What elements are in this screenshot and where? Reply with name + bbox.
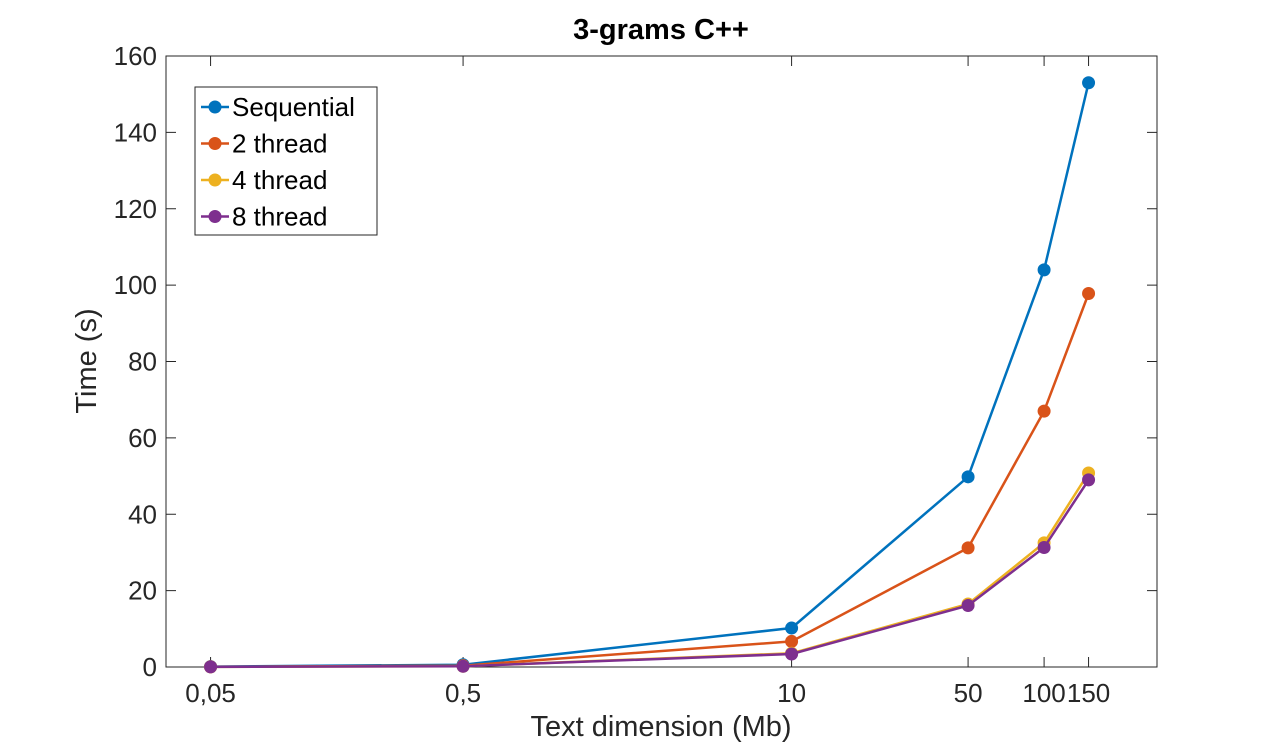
data-point (961, 541, 975, 555)
legend-box (194, 86, 378, 236)
x-tick-label: 50 (954, 678, 983, 708)
y-tick-label: 120 (114, 194, 157, 224)
legend-label: 8 thread (232, 202, 327, 232)
series-line (210, 479, 1090, 669)
x-axis-tick-labels: 0,05 0,5 10 50 100 150 (185, 678, 1110, 708)
x-tick-label: 100 (1022, 678, 1065, 708)
legend-label: 4 thread (232, 165, 327, 195)
legend-marker (208, 173, 222, 187)
y-tick-label: 40 (128, 499, 157, 529)
data-point (1037, 540, 1051, 554)
legend: Sequential 2 thread 4 thread 8 thread (194, 86, 378, 236)
data-point (961, 470, 975, 484)
x-tick-label: 0,5 (445, 678, 481, 708)
y-axis-tick-labels: 0 20 40 60 80 100 120 140 160 (114, 41, 157, 682)
y-tick-label: 160 (114, 41, 157, 71)
data-point (1082, 287, 1096, 301)
x-tick-label: 150 (1067, 678, 1110, 708)
x-axis-title: Text dimension (Mb) (530, 711, 791, 743)
legend-label: Sequential (232, 92, 355, 122)
y-tick-label: 80 (128, 347, 157, 377)
series-layer (204, 76, 1096, 674)
y-tick-label: 0 (143, 652, 157, 682)
data-point (785, 634, 799, 648)
legend-marker (208, 210, 222, 223)
data-point (785, 647, 799, 661)
legend-marker (208, 100, 222, 114)
data-point (961, 599, 975, 613)
y-tick-label: 140 (114, 117, 157, 147)
data-point (785, 621, 799, 635)
data-point (1037, 404, 1051, 418)
y-axis-title: Time (s) (71, 308, 103, 413)
data-point (1082, 76, 1096, 90)
y-tick-label: 100 (114, 270, 157, 300)
series-3 (204, 473, 1096, 674)
chart-title: 3-grams C++ (573, 14, 749, 46)
axis-ticks (166, 55, 1157, 668)
x-tick-label: 10 (777, 678, 806, 708)
legend-marker (208, 137, 222, 150)
y-tick-label: 60 (128, 423, 157, 453)
data-point (1037, 263, 1051, 277)
data-point (456, 659, 470, 673)
data-point (1082, 473, 1096, 487)
y-tick-label: 20 (128, 576, 157, 606)
x-tick-label: 0,05 (185, 678, 236, 708)
legend-label: 2 thread (232, 129, 327, 159)
data-point (204, 660, 218, 674)
